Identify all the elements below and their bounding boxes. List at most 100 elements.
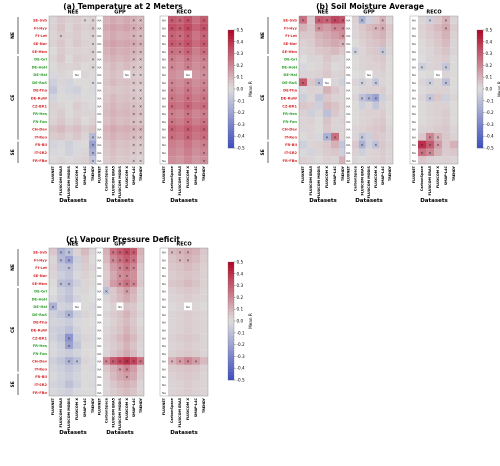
heatmap-cell: [65, 388, 74, 397]
heatmap-cell: [89, 302, 98, 311]
heatmap-cell: [102, 70, 110, 79]
heatmap-cell: [184, 23, 193, 32]
dataset-tick-label: TRENDY: [91, 165, 95, 181]
heatmap-cell: [331, 93, 340, 102]
heatmap-cell: [351, 148, 359, 157]
heatmap-cell: [184, 255, 193, 264]
colorbar-tick-label: 0.4: [237, 39, 244, 44]
na-label: NA: [162, 104, 166, 108]
heatmap-cell: [123, 372, 131, 381]
heatmap-cell: [123, 54, 131, 63]
heatmap-cell: [200, 148, 209, 157]
colorbar-swatch: [228, 288, 234, 292]
heatmap-cell: [57, 364, 66, 373]
heatmap-cell: [73, 380, 82, 389]
heatmap-cell: [57, 388, 66, 397]
heatmap-cell: [331, 23, 340, 32]
na-label: NA: [412, 26, 416, 30]
na-label: NA: [97, 58, 101, 62]
heatmap-cell: [184, 357, 193, 365]
heatmap-cell: [200, 39, 209, 48]
dataset-tick-label: FLUXCOM ERA5: [59, 397, 63, 427]
significance-mark: ×: [381, 19, 384, 23]
group-title: GPP: [114, 10, 126, 16]
significance-mark: ×: [119, 258, 122, 262]
heatmap-cell: [418, 86, 427, 94]
heatmap-cell: [372, 31, 380, 40]
heatmap-cell: [81, 372, 90, 381]
significance-mark: ×: [132, 120, 135, 124]
heatmap-cell: [176, 93, 185, 102]
heatmap-cell: [331, 125, 340, 133]
heatmap-cell: [200, 372, 209, 381]
significance-mark: ×: [374, 143, 377, 147]
heatmap-cell: [176, 156, 185, 165]
dataset-tick-label: FLUXCOM X: [436, 166, 440, 189]
heatmap-cell: [130, 39, 138, 48]
x-axis-label: Datasets: [355, 198, 383, 204]
heatmap-cell: [315, 54, 324, 63]
heatmap-cell: [123, 302, 131, 311]
heatmap-cell: [339, 23, 348, 32]
heatmap-cell: [365, 125, 373, 133]
heatmap-cell: [331, 148, 340, 157]
heatmap-cell: [184, 62, 193, 71]
heatmap-cell: [137, 248, 145, 256]
site-label: CH-Dav: [32, 128, 48, 132]
heatmap-cell: [123, 16, 131, 24]
heatmap-cell: [81, 39, 90, 48]
heatmap-cell: [49, 279, 58, 287]
heatmap-cell: [200, 380, 209, 389]
significance-mark: ×: [334, 135, 337, 139]
heatmap-cell: [49, 349, 58, 358]
heatmap-cell: [315, 39, 324, 48]
heatmap-cell-na: [160, 70, 168, 79]
dataset-tick-label: FLUXCOM ERA5: [309, 165, 313, 195]
heatmap-cell: [109, 333, 117, 342]
site-label: FI-Let: [35, 266, 47, 270]
significance-mark: ×: [171, 128, 174, 132]
heatmap-cell: [176, 132, 185, 141]
heatmap-cell-na: [410, 156, 418, 164]
colorbar-swatch: [228, 77, 234, 81]
heatmap-cell: [299, 86, 308, 94]
significance-mark: ×: [125, 290, 128, 294]
heatmap-cell-na: [184, 70, 192, 79]
heatmap-cell: [192, 156, 201, 165]
significance-mark: ×: [132, 97, 135, 101]
colorbar-swatch: [228, 318, 234, 322]
heatmap-cell: [323, 93, 332, 102]
significance-mark: ×: [132, 135, 135, 139]
significance-mark: ×: [171, 135, 174, 139]
heatmap-cell: [130, 117, 138, 126]
heatmap-cell: [81, 109, 90, 118]
heatmap-cell: [184, 318, 193, 326]
heatmap-cell: [418, 62, 427, 71]
heatmap-cell: [65, 16, 74, 24]
region-label: SE: [10, 149, 16, 155]
heatmap-cell: [130, 23, 138, 32]
heatmap-cell: [73, 39, 82, 48]
heatmap-cell: [57, 310, 66, 319]
colorbar-tick-label: -0.2: [237, 110, 246, 115]
heatmap-cell: [200, 349, 209, 358]
colorbar-swatch: [228, 344, 234, 348]
heatmap-cell: [130, 255, 138, 264]
heatmap-cell: [331, 16, 340, 24]
significance-mark: ×: [203, 97, 206, 101]
na-label: NA: [97, 128, 101, 132]
heatmap-cell: [379, 132, 387, 141]
heatmap-cell-na: [345, 23, 352, 32]
significance-mark: ×: [429, 81, 432, 85]
heatmap-cell: [315, 70, 324, 79]
colorbar-swatch: [228, 35, 234, 40]
heatmap-cell: [65, 156, 74, 165]
colorbar-swatch: [228, 80, 234, 84]
heatmap-cell-na: [160, 156, 168, 164]
significance-mark: ×: [187, 258, 190, 262]
heatmap-cell: [386, 70, 394, 79]
na-label: NA: [346, 159, 350, 163]
x-axis-label: Datasets: [420, 198, 448, 204]
dataset-tick-label: FLUXCOM ERA5: [59, 165, 63, 195]
heatmap-cell: [442, 148, 451, 157]
